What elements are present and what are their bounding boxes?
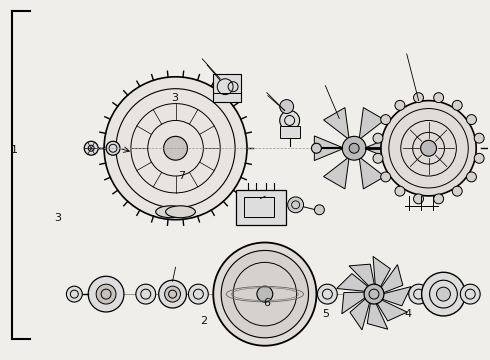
Polygon shape [349, 264, 374, 287]
Polygon shape [359, 108, 385, 140]
Circle shape [280, 100, 294, 113]
Polygon shape [342, 292, 367, 314]
Circle shape [373, 133, 383, 143]
Circle shape [421, 272, 465, 316]
Circle shape [136, 284, 156, 304]
Circle shape [474, 153, 484, 163]
Circle shape [434, 93, 443, 103]
Polygon shape [337, 274, 369, 291]
Circle shape [189, 284, 208, 304]
Circle shape [159, 280, 187, 308]
Circle shape [381, 100, 476, 196]
Circle shape [373, 153, 383, 163]
Text: 3: 3 [54, 212, 61, 222]
Circle shape [395, 100, 405, 110]
Text: 7: 7 [178, 171, 185, 181]
Circle shape [437, 287, 450, 301]
Text: 3: 3 [171, 93, 178, 103]
Circle shape [381, 114, 391, 125]
Circle shape [452, 186, 462, 196]
Polygon shape [381, 287, 411, 306]
Circle shape [84, 141, 98, 155]
Polygon shape [323, 157, 349, 189]
Circle shape [288, 197, 303, 213]
Circle shape [466, 172, 476, 182]
Polygon shape [380, 265, 403, 293]
Circle shape [88, 276, 124, 312]
Circle shape [474, 133, 484, 143]
Bar [236, 190, 286, 225]
Circle shape [414, 93, 423, 103]
Circle shape [96, 284, 116, 304]
Circle shape [66, 286, 82, 302]
Circle shape [106, 141, 120, 155]
Circle shape [164, 136, 188, 160]
Circle shape [364, 284, 384, 304]
Polygon shape [315, 136, 344, 161]
Text: 4: 4 [404, 309, 412, 319]
Text: 2: 2 [200, 316, 207, 326]
Circle shape [315, 205, 324, 215]
Circle shape [466, 114, 476, 125]
Circle shape [104, 77, 247, 220]
Bar [213, 74, 241, 102]
Polygon shape [376, 299, 407, 321]
Circle shape [257, 286, 273, 302]
Circle shape [165, 286, 180, 302]
Circle shape [342, 136, 366, 160]
Polygon shape [323, 108, 349, 140]
Circle shape [404, 143, 414, 153]
Circle shape [381, 172, 391, 182]
Circle shape [420, 140, 437, 156]
Circle shape [280, 111, 299, 130]
Polygon shape [373, 256, 391, 288]
Circle shape [395, 186, 405, 196]
Circle shape [409, 284, 429, 304]
Bar [244, 197, 274, 217]
Ellipse shape [156, 206, 185, 218]
Circle shape [213, 243, 317, 346]
Polygon shape [364, 136, 394, 161]
Bar [280, 126, 299, 138]
Circle shape [312, 143, 321, 153]
Polygon shape [359, 157, 385, 189]
Ellipse shape [166, 206, 196, 218]
Circle shape [414, 194, 423, 204]
Text: 1: 1 [11, 145, 18, 155]
Circle shape [221, 251, 309, 338]
Polygon shape [367, 301, 388, 329]
Circle shape [434, 194, 443, 204]
Polygon shape [350, 298, 370, 330]
Circle shape [318, 284, 337, 304]
Text: 5: 5 [322, 309, 329, 319]
Circle shape [460, 284, 480, 304]
Circle shape [349, 143, 359, 153]
Circle shape [452, 100, 462, 110]
Text: 6: 6 [264, 298, 270, 308]
